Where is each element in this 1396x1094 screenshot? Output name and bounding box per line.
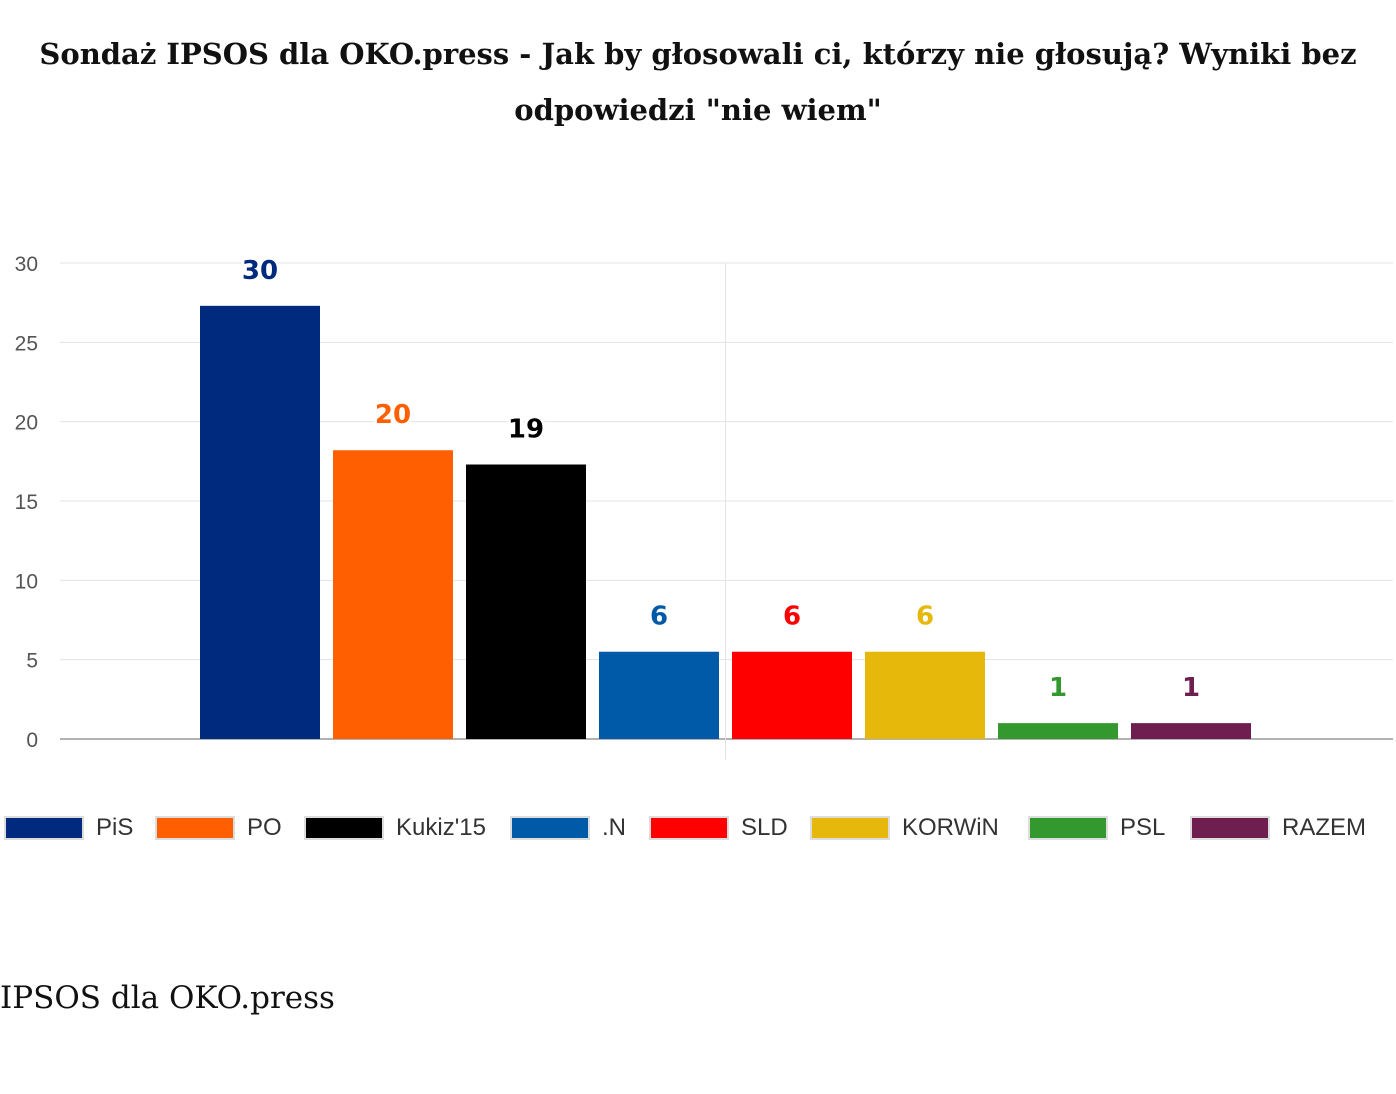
y-axis-ticks: 0 5 10 15 20 25 30 — [15, 253, 38, 752]
chart-title: Sondaż IPSOS dla OKO.press - Jak by głos… — [39, 37, 1357, 127]
legend-swatch — [649, 816, 729, 840]
bars — [200, 305, 1251, 739]
bar-psl — [998, 723, 1118, 739]
data-label: 1 — [1182, 673, 1200, 703]
data-label: 6 — [650, 602, 668, 632]
legend-swatch — [1190, 816, 1270, 840]
legend-item[interactable]: Kukiz'15 — [304, 808, 486, 848]
legend-swatch — [155, 816, 235, 840]
legend-item[interactable]: PO — [155, 808, 282, 848]
data-label: 1 — [1049, 673, 1067, 703]
y-tick-label: 0 — [26, 729, 38, 752]
bar-razem — [1131, 723, 1251, 739]
legend-label: RAZEM — [1282, 814, 1366, 841]
y-tick-label: 25 — [15, 332, 38, 355]
data-label: 19 — [508, 415, 544, 445]
legend-item[interactable]: KORWiN — [810, 808, 999, 848]
y-tick-label: 15 — [15, 491, 38, 514]
legend-label: Kukiz'15 — [396, 814, 486, 841]
bar-po — [333, 450, 453, 739]
legend-swatch — [4, 816, 84, 840]
data-label: 6 — [916, 602, 934, 632]
y-tick-label: 5 — [26, 650, 38, 673]
legend-label: .N — [602, 814, 626, 841]
legend-swatch — [510, 816, 590, 840]
bar-n — [599, 651, 719, 739]
data-label: 20 — [375, 400, 411, 430]
data-labels: 30 20 19 6 6 6 1 1 — [239, 253, 1203, 706]
legend-item[interactable]: .N — [510, 808, 626, 848]
legend-label: PO — [247, 814, 282, 841]
legend-swatch — [1028, 816, 1108, 840]
y-tick-label: 30 — [15, 253, 38, 276]
y-tick-label: 10 — [15, 570, 38, 593]
bar-sld — [732, 651, 852, 739]
legend-item[interactable]: PiS — [4, 808, 133, 848]
legend-swatch — [810, 816, 890, 840]
bar-chart: 0 5 10 15 20 25 30 30 20 19 6 6 6 1 1 — [15, 253, 1393, 760]
legend-item[interactable]: RAZEM — [1190, 808, 1366, 848]
y-tick-label: 20 — [15, 412, 38, 435]
legend-label: PSL — [1120, 814, 1166, 841]
legend: PiS PO Kukiz'15 .N SLD KORWiN PSL RAZEM — [0, 808, 1396, 848]
data-label: 6 — [783, 602, 801, 632]
legend-item[interactable]: PSL — [1028, 808, 1165, 848]
bar-kukiz-15 — [466, 464, 586, 739]
data-label: 30 — [242, 256, 278, 286]
legend-item[interactable]: SLD — [649, 808, 788, 848]
legend-label: KORWiN — [902, 814, 999, 841]
legend-swatch — [304, 816, 384, 840]
source-note: IPSOS dla OKO.press — [0, 980, 335, 1016]
bar-korwin — [865, 651, 985, 739]
legend-label: SLD — [741, 814, 788, 841]
bar-pis — [200, 305, 320, 739]
legend-label: PiS — [96, 814, 134, 841]
